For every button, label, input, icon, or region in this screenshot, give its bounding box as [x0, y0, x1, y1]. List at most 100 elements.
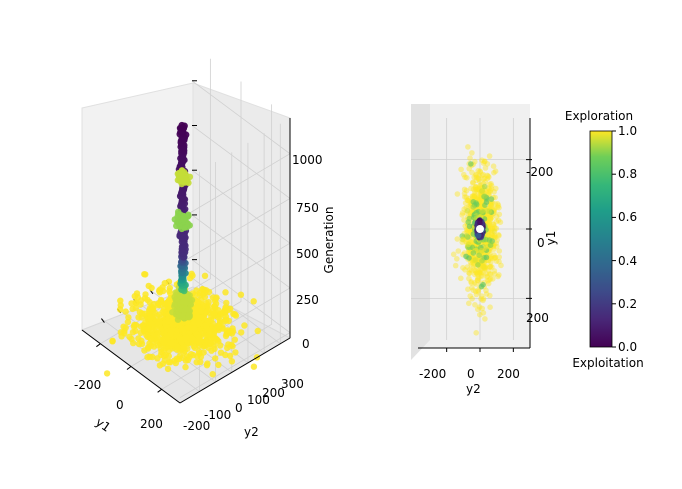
scatter-point: [153, 323, 160, 330]
scatter-point: [488, 185, 495, 192]
scatter-point: [474, 271, 481, 278]
scatter-point: [487, 202, 494, 208]
scatter-point: [494, 243, 500, 250]
colorbar-bottom-label: Exploitation: [572, 356, 643, 370]
scatter-point: [487, 276, 494, 282]
scatter-point: [465, 197, 471, 204]
scatter-point: [464, 264, 471, 270]
scatter-point: [130, 339, 137, 347]
scatter-point: [476, 269, 483, 276]
scatter-point: [472, 257, 479, 263]
scatter-point: [487, 242, 494, 248]
scatter-point: [493, 218, 500, 225]
scatter-point: [487, 214, 494, 221]
scatter-point: [180, 216, 187, 224]
scatter-point: [466, 300, 472, 307]
scatter-point: [487, 304, 493, 311]
scatter-point: [136, 309, 144, 316]
scatter-point: [459, 212, 465, 218]
scatter-point: [474, 277, 481, 284]
scatter-point: [476, 270, 483, 276]
scatter-point: [471, 267, 477, 273]
scatter-point: [212, 303, 219, 311]
z-tick-label: 500: [296, 247, 319, 261]
scatter-point: [486, 181, 493, 188]
scatter-point: [494, 201, 501, 207]
scatter-point: [489, 264, 495, 270]
scatter-point: [475, 175, 482, 181]
scatter-point: [160, 339, 168, 346]
scatter-point: [193, 287, 200, 294]
z-axis-label: Generation: [322, 207, 336, 274]
scatter-point: [168, 340, 175, 347]
scatter-point: [473, 270, 480, 276]
scatter-point: [475, 233, 482, 239]
scatter-point: [484, 172, 491, 179]
scatter-point: [475, 277, 481, 283]
scatter-point: [492, 254, 499, 261]
scatter-point: [493, 185, 499, 192]
scatter-point: [495, 202, 502, 209]
y-tick-label: 100: [247, 393, 270, 407]
scatter-point: [226, 352, 234, 359]
scatter-point: [498, 262, 504, 269]
colorbar-tick-label: 0.2: [618, 297, 637, 311]
scatter-point: [473, 200, 479, 206]
colorbar-title: Exploration: [565, 109, 633, 123]
z-tick-label: 1000: [292, 153, 323, 167]
scatter-point: [174, 213, 181, 221]
scatter-point: [469, 169, 475, 176]
scatter-point: [476, 192, 483, 199]
scatter-point: [212, 355, 219, 362]
scatter-point: [487, 217, 493, 224]
scatter-point: [486, 222, 493, 228]
scatter-point: [465, 227, 472, 234]
scatter-point: [471, 271, 478, 278]
scatter-point: [479, 157, 485, 163]
scatter-point: [488, 255, 495, 262]
scatter-point: [476, 252, 483, 259]
scatter-point: [229, 343, 236, 350]
scatter-point: [492, 234, 499, 241]
scatter-point: [469, 295, 475, 302]
scatter-point: [463, 194, 470, 200]
scatter-point: [224, 344, 231, 352]
scatter-point: [222, 289, 229, 296]
scatter-point: [205, 317, 213, 324]
scatter-point: [490, 221, 497, 228]
scatter-point: [154, 331, 161, 338]
bottom-axis-label: y2: [466, 382, 481, 396]
scatter-point: [215, 361, 222, 369]
scatter-point: [202, 342, 209, 349]
grid-line: [161, 104, 273, 390]
scatter-point: [147, 335, 154, 343]
scatter-point: [109, 337, 116, 344]
scatter-point: [486, 277, 493, 283]
scatter-point: [488, 180, 494, 187]
scatter-point: [159, 308, 167, 315]
scatter-point: [468, 267, 475, 274]
scatter-point: [471, 193, 478, 200]
scatter-point: [474, 187, 481, 194]
scatter-point: [147, 320, 155, 327]
scatter-point: [153, 337, 160, 344]
scatter-point: [488, 214, 495, 221]
scatter-point: [182, 293, 189, 300]
scatter-point: [476, 275, 482, 281]
scatter-point: [486, 220, 493, 227]
scatter-point: [156, 301, 164, 309]
scatter-point: [485, 173, 491, 179]
top-pane-side: [411, 104, 430, 360]
scatter-point: [491, 271, 498, 277]
scatter-point: [195, 338, 202, 345]
scatter-point: [189, 272, 196, 279]
scatter-point: [476, 267, 482, 274]
scatter-point: [471, 194, 478, 200]
scatter-point: [462, 267, 468, 273]
scatter-point: [129, 305, 136, 313]
scatter-point: [472, 267, 479, 274]
scatter-point: [455, 248, 462, 254]
scatter-point: [487, 216, 494, 222]
scatter-point: [462, 223, 469, 229]
scatter-point: [476, 194, 482, 201]
